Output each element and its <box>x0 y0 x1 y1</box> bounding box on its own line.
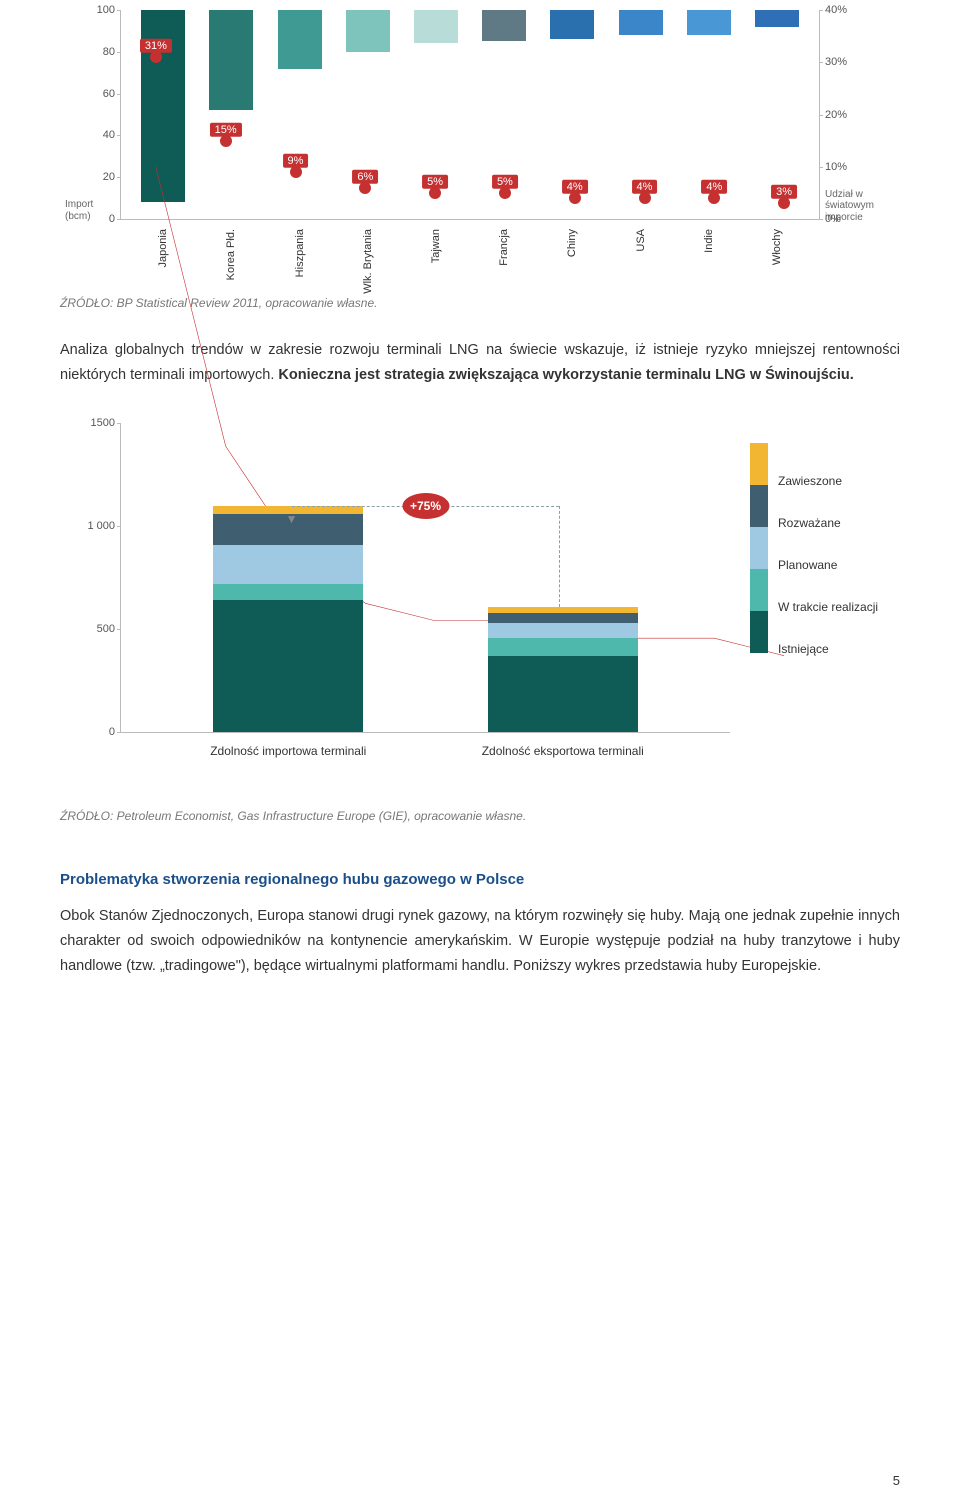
legend-swatch <box>750 443 768 485</box>
legend-item: Zawieszone <box>778 474 842 488</box>
import-share-chart: Import (bcm) Udział w światowym imporcie… <box>60 10 900 290</box>
stack-segment <box>488 656 638 732</box>
ytick-left: 100 <box>81 4 115 16</box>
ytick: 1500 <box>69 417 115 429</box>
legend-item: W trakcie realizacji <box>778 600 878 614</box>
legend-item: Rozważane <box>778 516 841 530</box>
stack-segment <box>488 638 638 657</box>
legend-item: Planowane <box>778 558 837 572</box>
legend-label: Istniejące <box>778 642 829 656</box>
ytick-right: 0% <box>825 213 869 225</box>
legend-item: Istniejące <box>778 642 829 656</box>
legend-swatch <box>750 485 768 527</box>
ytick-right: 10% <box>825 161 869 173</box>
legend-label: Rozważane <box>778 516 841 530</box>
stack-segment <box>488 613 638 623</box>
line-value-label: 6% <box>352 169 378 183</box>
ytick: 1 000 <box>69 520 115 532</box>
stack-segment <box>213 584 363 600</box>
legend-swatch <box>750 569 768 611</box>
chart2-legend: Zawieszone Rozważane Planowane W trakcie re… <box>750 443 900 653</box>
delta-badge: +75% <box>402 493 449 519</box>
line-value-label: 3% <box>771 185 797 199</box>
ytick: 500 <box>69 623 115 635</box>
line-value-label: 9% <box>283 154 309 168</box>
legend-label: Zawieszone <box>778 474 842 488</box>
chart2-plot-area: Zdolność importowa terminaliZdolność eks… <box>120 423 730 733</box>
terminal-capacity-chart: Zdolność importowa terminaliZdolność eks… <box>60 423 900 803</box>
legend-label: Planowane <box>778 558 837 572</box>
line-value-label: 5% <box>492 175 518 189</box>
ytick-left: 60 <box>81 88 115 100</box>
legend-label: W trakcie realizacji <box>778 600 878 614</box>
section-heading: Problematyka stworzenia regionalnego hub… <box>60 871 900 888</box>
chart2-source: ŹRÓDŁO: Petroleum Economist, Gas Infrast… <box>60 809 900 823</box>
line-value-label: 31% <box>140 39 172 53</box>
x-category-label: Zdolność importowa terminali <box>188 744 388 758</box>
stack-segment <box>488 623 638 637</box>
ytick-left: 40 <box>81 129 115 141</box>
x-category-label: Zdolność eksportowa terminali <box>463 744 663 758</box>
line-value-label: 4% <box>701 180 727 194</box>
chart1-plot-area: Import (bcm) Udział w światowym imporcie… <box>120 10 820 220</box>
ytick-right: 30% <box>825 56 869 68</box>
stack-slot: Zdolność importowa terminali <box>151 423 426 732</box>
body-paragraph: Obok Stanów Zjednoczonych, Europa stanow… <box>60 904 900 978</box>
legend-swatch <box>750 611 768 653</box>
line-value-label: 5% <box>422 175 448 189</box>
line-value-label: 15% <box>210 122 242 136</box>
ytick-left: 0 <box>81 213 115 225</box>
stack-segment <box>213 545 363 584</box>
chart2-stacks: Zdolność importowa terminaliZdolność eks… <box>121 423 730 732</box>
stacked-bar <box>488 607 638 733</box>
ytick-right: 40% <box>825 4 869 16</box>
stack-slot: Zdolność eksportowa terminali <box>426 423 701 732</box>
down-arrow-icon: ▼ <box>286 512 298 526</box>
ytick-right: 20% <box>825 109 869 121</box>
ytick-left: 80 <box>81 46 115 58</box>
reference-dash-vertical <box>559 506 560 607</box>
line-value-label: 4% <box>562 180 588 194</box>
legend-swatch <box>750 527 768 569</box>
ytick-left: 20 <box>81 171 115 183</box>
stack-segment <box>213 600 363 732</box>
page-number: 5 <box>893 1473 900 1488</box>
stacked-bar <box>213 506 363 733</box>
ytick: 0 <box>69 726 115 738</box>
line-value-label: 4% <box>632 180 658 194</box>
